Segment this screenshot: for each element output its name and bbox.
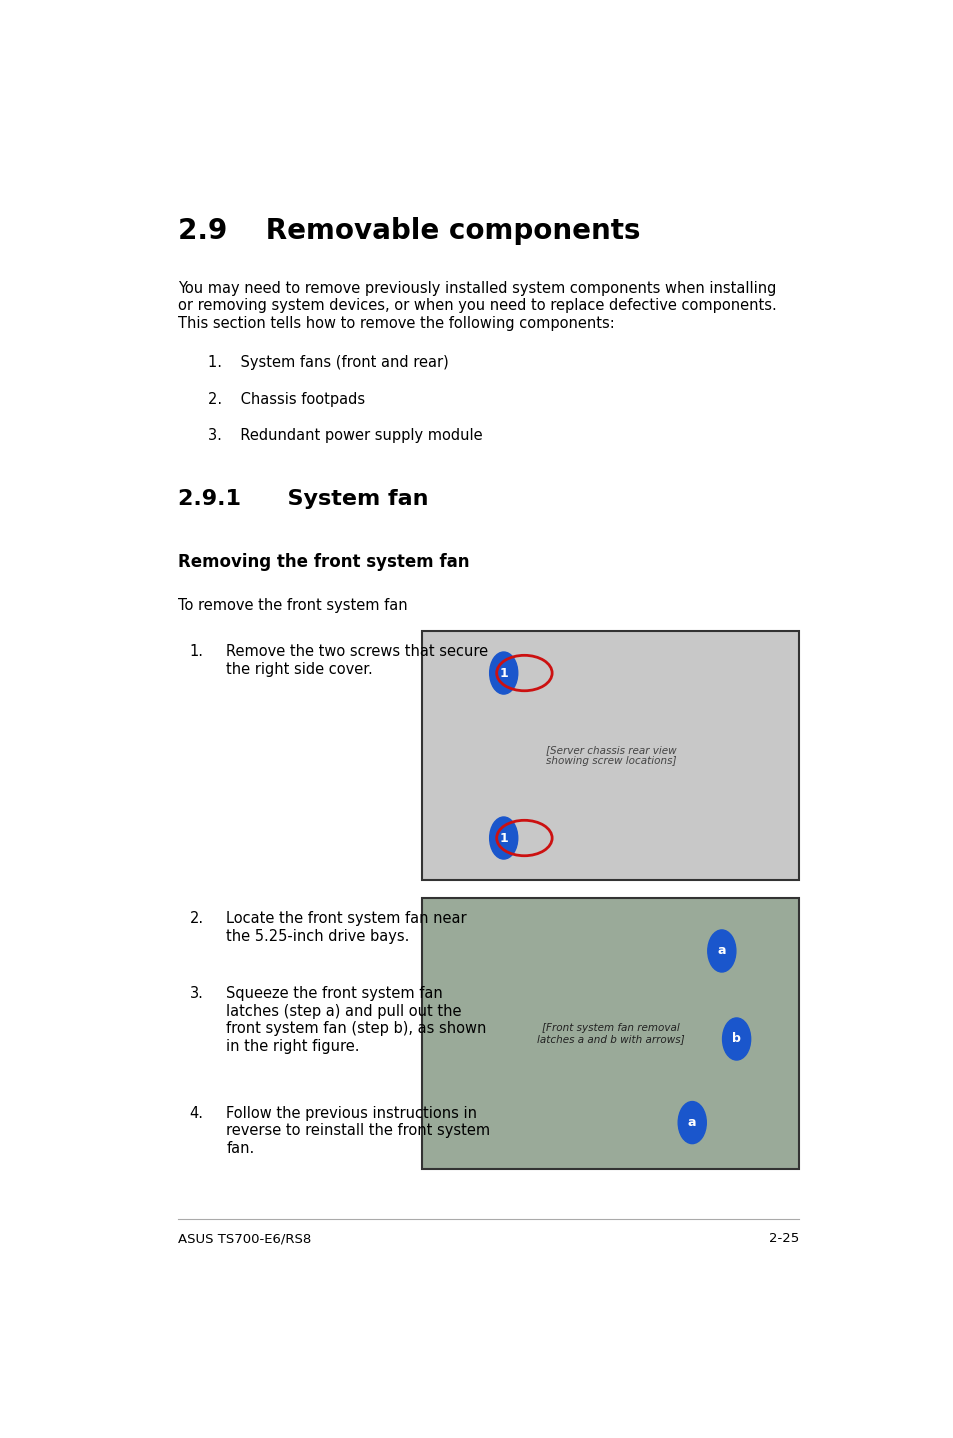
Circle shape: [707, 930, 735, 972]
Bar: [422, 631, 799, 880]
Text: 1.    System fans (front and rear): 1. System fans (front and rear): [208, 355, 448, 370]
Circle shape: [678, 1102, 705, 1143]
Text: 1: 1: [498, 667, 508, 680]
Bar: [422, 897, 799, 1169]
Text: Remove the two screws that secure
the right side cover.: Remove the two screws that secure the ri…: [226, 644, 488, 677]
Text: ASUS TS700-E6/RS8: ASUS TS700-E6/RS8: [178, 1232, 312, 1245]
Text: 1: 1: [498, 831, 508, 844]
Text: You may need to remove previously installed system components when installing
or: You may need to remove previously instal…: [178, 280, 777, 331]
Circle shape: [489, 651, 517, 695]
Text: Locate the front system fan near
the 5.25-inch drive bays.: Locate the front system fan near the 5.2…: [226, 912, 467, 943]
Text: a: a: [687, 1116, 696, 1129]
Text: [Front system fan removal
latches a and b with arrows]: [Front system fan removal latches a and …: [537, 1022, 684, 1044]
Circle shape: [489, 817, 517, 858]
Text: 2.9.1      System fan: 2.9.1 System fan: [178, 489, 429, 509]
Text: 2.9    Removable components: 2.9 Removable components: [178, 217, 640, 244]
Text: 2.    Chassis footpads: 2. Chassis footpads: [208, 391, 365, 407]
Text: Follow the previous instructions in
reverse to reinstall the front system
fan.: Follow the previous instructions in reve…: [226, 1106, 490, 1156]
Text: Squeeze the front system fan
latches (step a) and pull out the
front system fan : Squeeze the front system fan latches (st…: [226, 986, 486, 1054]
Text: 1.: 1.: [190, 644, 203, 659]
Circle shape: [721, 1018, 750, 1060]
Text: Removing the front system fan: Removing the front system fan: [178, 554, 470, 571]
Text: 3.: 3.: [190, 986, 203, 1001]
Text: 3.    Redundant power supply module: 3. Redundant power supply module: [208, 429, 482, 443]
Text: 2.: 2.: [190, 912, 203, 926]
Text: [Server chassis rear view
showing screw locations]: [Server chassis rear view showing screw …: [545, 745, 676, 766]
Text: 2-25: 2-25: [768, 1232, 799, 1245]
Text: To remove the front system fan: To remove the front system fan: [178, 598, 408, 613]
Text: b: b: [731, 1032, 740, 1045]
Text: a: a: [717, 945, 725, 958]
Text: 4.: 4.: [190, 1106, 203, 1122]
